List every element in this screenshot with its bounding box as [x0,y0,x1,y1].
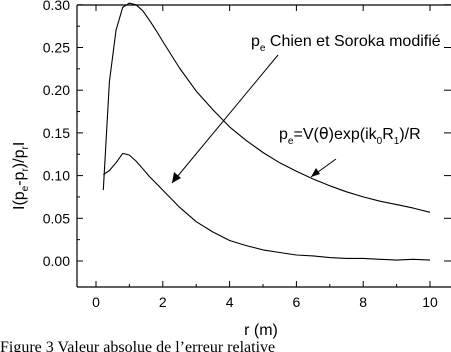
axis-ticks: 0 2 4 6 8 10 0.00 0.05 0.10 0.15 0.20 0.25 0.30 [43,0,451,310]
x-tick-label: 0 [92,294,100,310]
y-tick-label: 0.20 [43,82,70,98]
annotation-arrow-1 [171,54,279,184]
y-axis-label: I(pe-pr)/prI [11,142,31,210]
series-line-2 [102,152,431,261]
series-line-1 [102,2,431,213]
x-tick-label: 2 [159,294,167,310]
y-tick-label: 0.30 [43,0,70,13]
annotation-series-1: pe Chien et Soroka modifié [251,33,441,54]
y-tick-label: 0.05 [43,210,70,226]
y-tick-label: 0.10 [43,168,70,184]
series-layer [102,2,431,261]
y-tick-label: 0.00 [43,253,70,269]
x-tick-label: 4 [226,294,234,310]
annotation-arrowhead-2 [311,168,320,177]
x-tick-label: 10 [422,294,438,310]
x-tick-label: 8 [359,294,367,310]
x-tick-label: 6 [293,294,301,310]
y-tick-label: 0.25 [43,40,70,56]
x-axis-label: r (m) [244,322,278,339]
y-tick-label: 0.15 [43,125,70,141]
figure-caption: Figure 3 Valeur absolue de l’erreur rela… [0,339,275,352]
annotation-arrowhead-1 [172,172,181,183]
annotation-arrows [171,54,337,184]
annotation-series-2: pe=V(θ)exp(ik0R1)/R [279,124,421,147]
